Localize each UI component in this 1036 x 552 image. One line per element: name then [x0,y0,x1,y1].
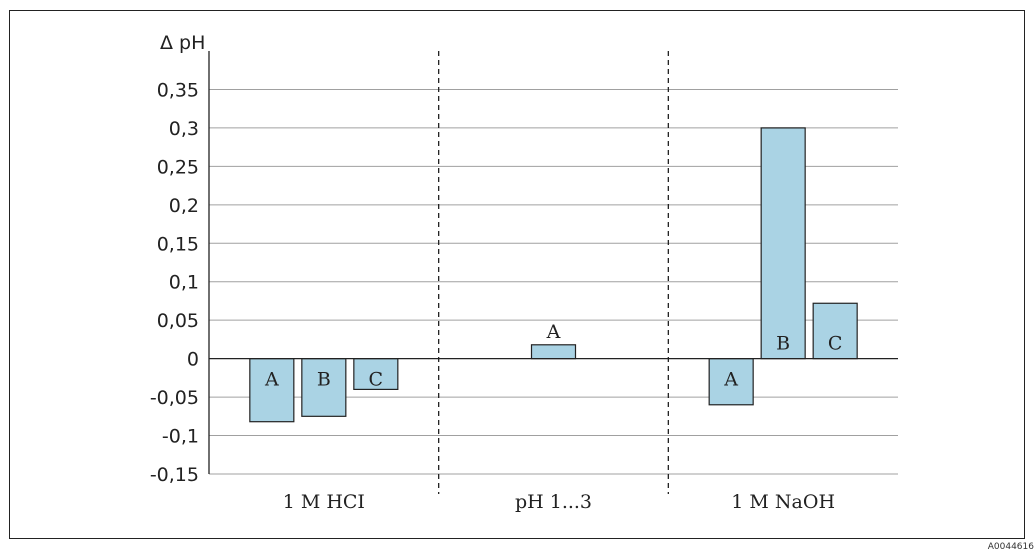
bar-label-2-c: C [828,333,843,355]
bar-label-1-a: A [546,321,561,343]
y-tick-label-9: -0,1 [162,426,199,448]
y-tick-label-5: 0,1 [169,272,199,294]
bar-label-2-a: A [723,369,738,391]
bar-label-0-a: A [264,369,279,391]
bar-2-b [760,127,806,360]
y-tick-label-7: 0 [187,349,199,371]
axes [208,51,898,474]
y-tick-label-10: -0,15 [150,464,199,486]
category-label-1: pH 1...3 [515,491,592,513]
y-tick-label-4: 0,15 [157,233,199,255]
y-tick-label-1: 0,3 [169,118,199,140]
bar-2-c [812,302,858,360]
y-axis-label: Δ pH [160,32,205,54]
y-tick-label-8: -0,05 [150,387,199,409]
bar-chart: A B C A A B C 0,35 0,3 0,25 0,2 0,15 0,1 0,05 0 -0,05 -… [150,32,898,513]
grid-layer [209,88,898,475]
y-tick-label-6: 0,05 [157,310,199,332]
y-tick-label-2: 0,25 [157,156,199,178]
group-dividers [438,51,669,494]
y-tick-labels: 0,35 0,3 0,25 0,2 0,15 0,1 0,05 0 -0,05 -0,1 -0,15 [150,79,199,486]
bar-2-a [708,358,754,406]
bar-label-0-c: C [369,369,384,391]
bar-label-2-b: B [776,333,790,355]
bar-0-c [353,358,399,390]
bars: A B C A A B C [249,127,858,423]
y-tick-label-3: 0,2 [169,195,199,217]
chart-frame: A B C A A B C 0,35 0,3 0,25 0,2 0,15 0,1 0,05 0 -0,05 -… [9,10,1025,539]
bar-0-b [301,358,347,417]
bar-0-a [249,358,295,423]
y-tick-label-0: 0,35 [157,79,199,101]
bar-1-a [530,344,577,360]
category-labels: 1 M HCI pH 1...3 1 M NaOH [283,491,835,513]
category-label-0: 1 M HCI [283,491,365,513]
document-id: A0044616 [987,542,1034,552]
bar-label-0-b: B [317,369,331,391]
category-label-2: 1 M NaOH [731,491,835,513]
